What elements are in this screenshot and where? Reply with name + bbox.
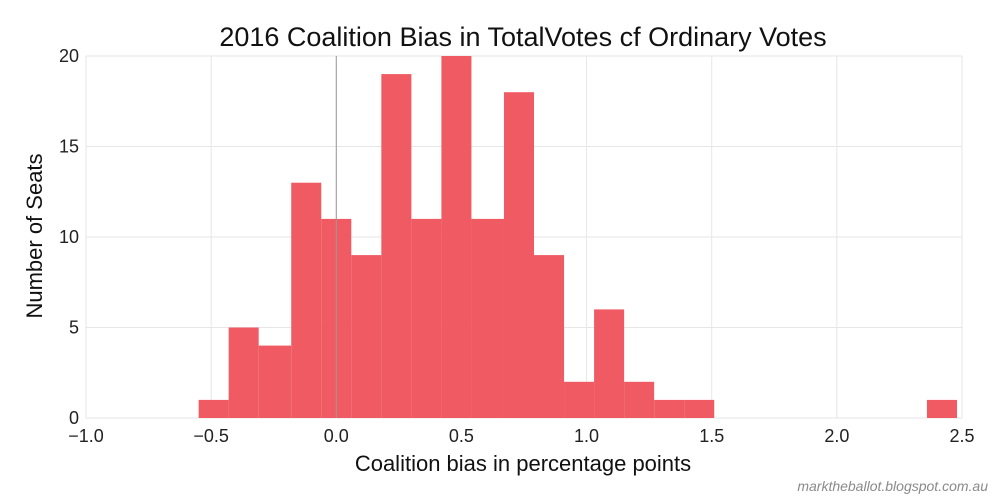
x-axis-ticks: −1.0 −0.5 0.0 0.5 1.0 1.5 2.0 2.5 [68,426,974,446]
bars [198,56,957,418]
y-tick-label: 10 [59,227,79,247]
y-tick-label: 20 [59,46,79,66]
x-tick-label: 2.0 [824,426,849,446]
histogram-bar [441,56,472,418]
y-axis-label: Number of Seats [22,153,47,318]
y-tick-label: 5 [69,318,79,338]
x-tick-label: −0.5 [193,426,229,446]
histogram-bar [654,399,685,418]
histogram-bar [291,182,322,418]
histogram-bar [471,218,504,418]
histogram-bar [228,327,259,418]
x-axis-label: Coalition bias in percentage points [355,451,691,476]
histogram-bar [926,399,957,418]
histogram-bar [564,381,595,418]
x-tick-label: 1.0 [574,426,599,446]
histogram-bar [684,399,715,418]
histogram-bar [534,255,565,418]
x-tick-label: 2.5 [949,426,974,446]
credit-watermark: marktheballot.blogspot.com.au [797,478,988,494]
histogram-bar [624,381,655,418]
histogram-bar [198,399,229,418]
x-tick-label: −1.0 [68,426,104,446]
histogram-bar [258,345,292,418]
chart-title: 2016 Coalition Bias in TotalVotes cf Ord… [219,22,826,52]
y-tick-label: 15 [59,137,79,157]
histogram-bar [351,255,382,418]
y-axis-ticks: 0 5 10 15 20 [59,46,79,428]
x-tick-label: 0.0 [324,426,349,446]
histogram-bar [594,309,625,418]
y-tick-label: 0 [69,408,79,428]
histogram-bar [381,74,412,418]
x-tick-label: 1.5 [699,426,724,446]
histogram-bar [503,92,535,418]
histogram-bar [411,218,442,418]
x-tick-label: 0.5 [449,426,474,446]
